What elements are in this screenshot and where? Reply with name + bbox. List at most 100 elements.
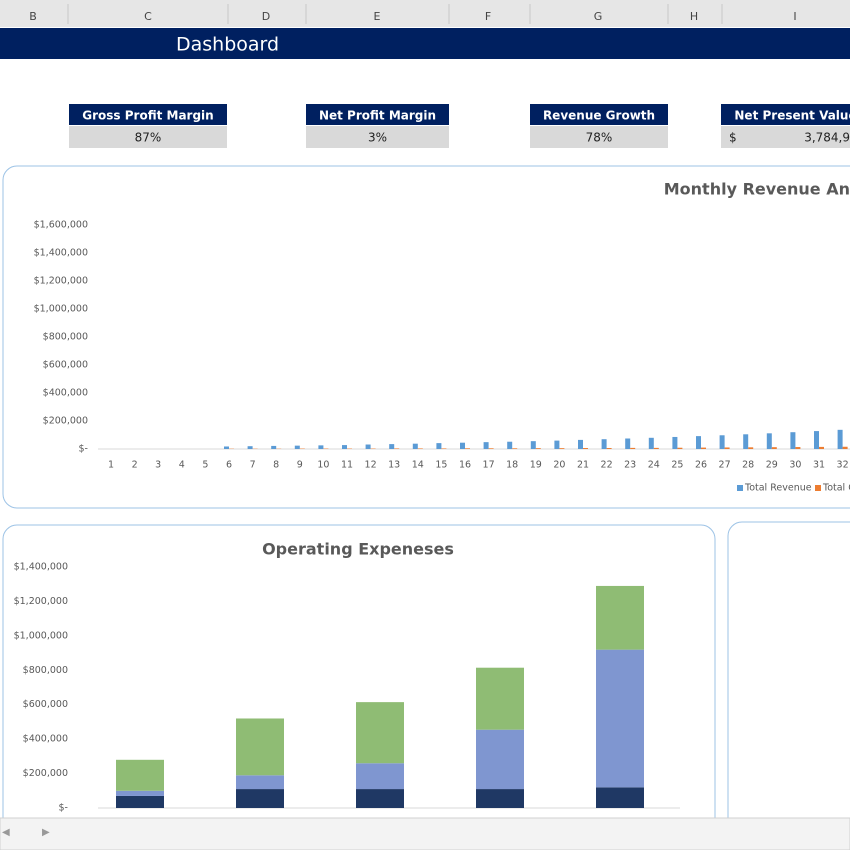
kpi-label: Gross Profit Margin	[82, 109, 213, 123]
y-tick-label: $400,000	[23, 734, 68, 745]
x-tick-label: 27	[719, 460, 731, 471]
x-tick-label: 18	[506, 460, 518, 471]
x-tick-label: 3	[155, 460, 161, 471]
bar	[606, 448, 612, 449]
bar	[271, 445, 277, 449]
column-header[interactable]: D	[262, 10, 270, 23]
bar	[247, 446, 253, 449]
bar	[677, 447, 683, 449]
y-tick-label: $-	[79, 444, 88, 455]
revenue-panel	[2, 165, 850, 509]
bar	[530, 441, 536, 449]
bar	[837, 429, 843, 449]
legend-swatch	[815, 485, 821, 491]
bar-segment	[356, 702, 404, 764]
bar-segment	[476, 729, 524, 790]
y-tick-label: $1,200,000	[34, 276, 88, 287]
x-tick-label: 29	[766, 460, 778, 471]
x-tick-label: 5	[202, 460, 208, 471]
bar	[814, 431, 819, 449]
chart-title: Monthly Revenue An	[664, 180, 850, 199]
bar	[294, 445, 300, 449]
bar	[743, 434, 749, 449]
x-tick-label: 30	[789, 460, 801, 471]
column-header[interactable]: H	[690, 10, 698, 23]
bar	[488, 448, 494, 449]
bar	[719, 435, 725, 449]
legend-swatch	[737, 485, 743, 491]
column-header-bar	[0, 0, 850, 27]
kpi-header	[721, 104, 850, 125]
x-tick-label: 32	[837, 460, 849, 471]
bar-segment	[476, 789, 524, 808]
kpi-value: 87%	[135, 131, 162, 145]
bar	[790, 432, 796, 449]
x-tick-label: 20	[553, 460, 565, 471]
bar	[653, 447, 659, 449]
x-tick-label: 28	[742, 460, 754, 471]
y-tick-label: $600,000	[23, 699, 68, 710]
tab-scroll-left[interactable]: ◀	[2, 827, 10, 838]
x-tick-label: 16	[459, 460, 471, 471]
y-tick-label: $800,000	[23, 665, 68, 676]
column-header[interactable]: B	[29, 10, 37, 23]
bar	[535, 448, 541, 449]
x-tick-label: 17	[483, 460, 495, 471]
bar	[441, 448, 447, 449]
kpi-value: 3%	[368, 131, 387, 145]
y-tick-label: $800,000	[43, 332, 88, 343]
x-tick-label: 31	[813, 460, 825, 471]
bar	[648, 437, 654, 449]
x-tick-label: 2	[132, 460, 138, 471]
bar	[389, 444, 395, 449]
y-tick-label: $1,400,000	[34, 248, 88, 259]
kpi-value: 78%	[586, 131, 613, 145]
bar-segment	[236, 775, 284, 790]
bar	[507, 441, 513, 449]
x-tick-label: 19	[530, 460, 542, 471]
kpi-value: 3,784,9	[804, 131, 850, 145]
bar-segment	[236, 789, 284, 808]
column-header[interactable]: G	[594, 10, 603, 23]
bar-segment	[596, 649, 644, 788]
legend-label: Total Revenue	[744, 483, 812, 494]
kpi-currency: $	[729, 131, 737, 145]
tab-scroll-right[interactable]: ▶	[42, 827, 50, 838]
x-tick-label: 7	[250, 460, 256, 471]
bar-segment	[596, 585, 644, 650]
x-tick-label: 9	[297, 460, 303, 471]
x-tick-label: 15	[435, 460, 447, 471]
x-tick-label: 23	[624, 460, 636, 471]
sheet-tab-bar	[0, 817, 850, 850]
column-header[interactable]: F	[485, 10, 491, 23]
y-tick-label: $1,200,000	[14, 596, 68, 607]
column-header[interactable]: C	[144, 10, 152, 23]
bar-segment	[116, 790, 164, 796]
column-header[interactable]: I	[793, 10, 796, 23]
bar	[842, 446, 848, 449]
bar	[771, 447, 777, 449]
y-tick-label: $400,000	[43, 388, 88, 399]
y-tick-label: $600,000	[43, 360, 88, 371]
bar	[460, 442, 465, 449]
bar	[724, 447, 730, 449]
x-tick-label: 25	[671, 460, 683, 471]
y-tick-label: $1,400,000	[14, 562, 68, 573]
kpi-header	[306, 104, 449, 125]
kpi-value-box	[69, 126, 227, 148]
y-tick-label: $200,000	[23, 768, 68, 779]
x-tick-label: 1	[108, 460, 114, 471]
x-tick-label: 24	[648, 460, 660, 471]
y-tick-label: $-	[59, 803, 68, 814]
x-tick-label: 11	[341, 460, 353, 471]
bar	[601, 439, 607, 449]
column-header[interactable]: E	[374, 10, 381, 23]
bar-segment	[116, 795, 164, 808]
x-tick-label: 8	[273, 460, 279, 471]
x-tick-label: 13	[388, 460, 400, 471]
bar	[224, 446, 229, 449]
bar	[465, 448, 470, 449]
kpi-header	[530, 104, 668, 125]
y-tick-label: $1,000,000	[34, 304, 88, 315]
